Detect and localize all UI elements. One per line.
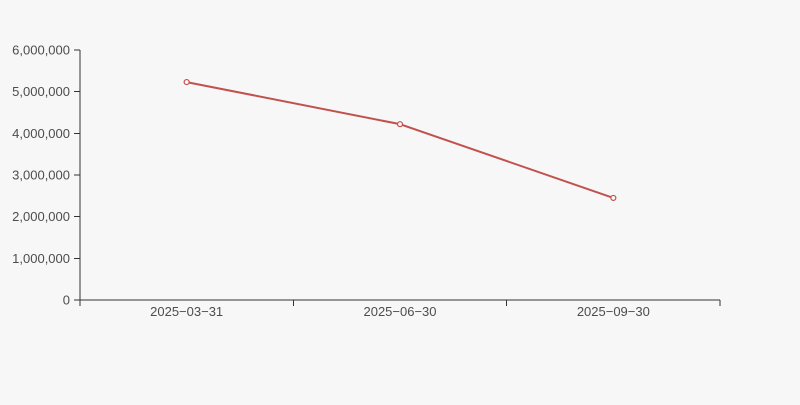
y-axis-tick-label: 6,000,000 (12, 43, 70, 58)
y-axis-tick-label: 2,000,000 (12, 209, 70, 224)
x-axis-tick-label: 2025−09−30 (577, 304, 650, 319)
y-axis-tick-label: 4,000,000 (12, 126, 70, 141)
y-axis-tick-label: 5,000,000 (12, 84, 70, 99)
x-axis-tick-label: 2025−06−30 (363, 304, 436, 319)
x-axis-tick-label: 2025−03−31 (150, 304, 223, 319)
y-axis-tick-label: 0 (63, 293, 70, 308)
data-point-marker (396, 121, 404, 128)
y-axis-tick-label: 1,000,000 (12, 251, 70, 266)
y-axis-tick-label: 3,000,000 (12, 168, 70, 183)
data-point-marker (610, 194, 617, 202)
data-point-marker (183, 78, 190, 86)
